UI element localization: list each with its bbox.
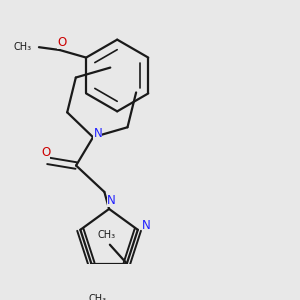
- Text: CH₃: CH₃: [13, 42, 32, 52]
- Text: O: O: [41, 146, 50, 159]
- Text: CH₃: CH₃: [89, 294, 107, 300]
- Text: O: O: [57, 36, 66, 49]
- Text: CH₃: CH₃: [97, 230, 115, 240]
- Text: N: N: [106, 194, 116, 207]
- Text: N: N: [142, 219, 151, 232]
- Text: N: N: [93, 127, 102, 140]
